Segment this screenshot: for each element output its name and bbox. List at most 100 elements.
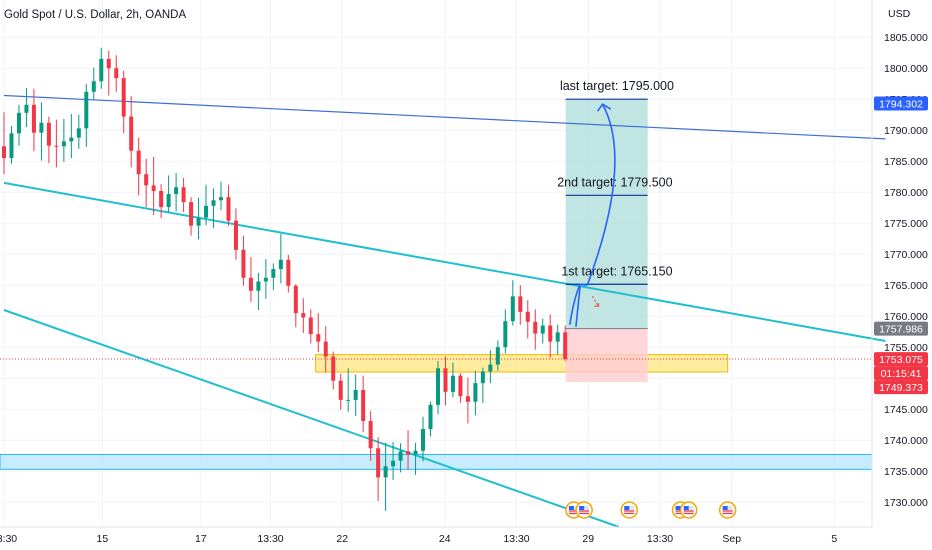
price-tick-label: 1790.000 — [884, 125, 928, 137]
price-tick-label: 1770.000 — [884, 249, 928, 261]
price-tick-label: 1785.000 — [884, 156, 928, 168]
candle-body — [548, 325, 553, 342]
candle-body — [248, 277, 253, 291]
stop-badge-label: 1749.373 — [879, 382, 923, 394]
candle-body — [353, 389, 358, 400]
candle-body — [563, 332, 568, 359]
candle-body — [61, 141, 66, 147]
time-tick-label: 13:30 — [0, 533, 17, 545]
candle-body — [16, 112, 21, 134]
candle-body — [398, 451, 403, 461]
candle-body — [391, 460, 396, 467]
candle-body — [9, 133, 14, 159]
target-label: 1st target: 1765.150 — [561, 264, 672, 278]
candle-body — [226, 197, 231, 221]
candle-body — [278, 259, 283, 270]
candle-body — [2, 146, 6, 159]
price-tick-label: 1760.000 — [884, 311, 928, 323]
arrow-to-first-target-2 — [575, 286, 581, 327]
candle-body — [331, 356, 336, 381]
candle-body — [241, 249, 246, 278]
flag-canton — [579, 506, 585, 510]
price-badges: 1794.302 1757.986 1753.075 01:15:41 1749.373 — [874, 96, 928, 395]
candle-body — [421, 429, 426, 451]
candle-body — [525, 311, 530, 322]
price-tick-label: 1740.000 — [884, 435, 928, 447]
candle-body — [99, 58, 104, 82]
arrow-step — [579, 283, 588, 287]
candle-body — [458, 375, 463, 397]
symbol-title: Gold Spot / U.S. Dollar, 2h, OANDA — [4, 9, 186, 21]
flag-canton — [624, 506, 630, 510]
candle-body — [166, 194, 171, 208]
teal-upper-trendline[interactable] — [3, 181, 886, 342]
price-tick-label: 1775.000 — [884, 218, 928, 230]
candle-body — [211, 200, 216, 206]
teal-lower-trendline[interactable] — [3, 309, 620, 528]
candle-body — [533, 321, 538, 334]
flag-canton — [568, 506, 574, 510]
candle-body — [174, 187, 179, 195]
candle-body — [383, 466, 388, 478]
price-tick-label: 1745.000 — [884, 404, 928, 416]
pullback-arrowhead — [594, 303, 600, 307]
time-tick-label: 17 — [195, 533, 207, 545]
price-tick-label: 1800.000 — [884, 63, 928, 75]
price-tick-label: 1735.000 — [884, 466, 928, 478]
candle-body — [518, 296, 523, 312]
price-tick-label: 1730.000 — [884, 497, 928, 509]
candle-body — [76, 128, 81, 138]
blue-trendline[interactable] — [3, 94, 886, 140]
candle-body — [39, 122, 44, 133]
entry-badge — [874, 321, 928, 336]
arrow-to-first-target — [569, 283, 581, 325]
candle-body — [218, 197, 223, 201]
event-icons[interactable] — [565, 501, 737, 519]
time-tick-label: 15 — [97, 533, 109, 545]
candle-body — [293, 285, 298, 314]
time-tick-label: 22 — [336, 533, 348, 545]
candle-body — [31, 104, 36, 133]
candle-body — [540, 325, 545, 334]
countdown-badge-label: 01:15:41 — [881, 368, 922, 380]
time-tick-label: 24 — [439, 533, 451, 545]
candle-body — [69, 137, 74, 142]
candle-body — [510, 296, 515, 322]
grid — [0, 0, 872, 527]
candle-body — [151, 185, 156, 191]
candle-body — [46, 122, 51, 146]
candle-body — [443, 368, 448, 392]
flag-canton — [675, 506, 681, 510]
candle-body — [413, 450, 418, 455]
countdown-badge — [874, 366, 928, 381]
candle-body — [129, 116, 134, 151]
candle-body — [495, 347, 500, 365]
time-tick-label: 5 — [831, 533, 837, 545]
arrow-to-last-target — [586, 103, 616, 286]
candle-body — [144, 174, 149, 186]
candle-body — [106, 58, 111, 69]
candle-body — [480, 371, 485, 384]
candle-body — [361, 389, 366, 421]
targets[interactable]: 1st target: 1765.150 2nd target: 1779.500… — [557, 79, 674, 327]
profit-area[interactable] — [565, 99, 648, 329]
current-price-badge-label: 1753.075 — [879, 354, 923, 366]
candle-body — [271, 269, 276, 278]
candle-body — [301, 313, 306, 318]
candle-body — [286, 259, 291, 286]
candle-body — [84, 91, 89, 129]
loss-area[interactable] — [565, 328, 648, 383]
support-zone[interactable] — [315, 354, 729, 373]
trendlines[interactable] — [3, 94, 886, 528]
candle-body — [91, 81, 96, 92]
candle-body — [316, 334, 321, 342]
arrowhead-last — [596, 103, 612, 112]
candle-body — [24, 104, 29, 113]
candle-body — [488, 364, 493, 372]
candle-body — [555, 332, 560, 342]
time-axis[interactable]: 13:30 15 17 13:30 22 24 13:30 29 13:30 Sep 5 — [0, 533, 837, 545]
candle-body — [308, 317, 313, 335]
candle-body — [406, 451, 411, 455]
entry-badge-label: 1757.986 — [879, 324, 923, 336]
